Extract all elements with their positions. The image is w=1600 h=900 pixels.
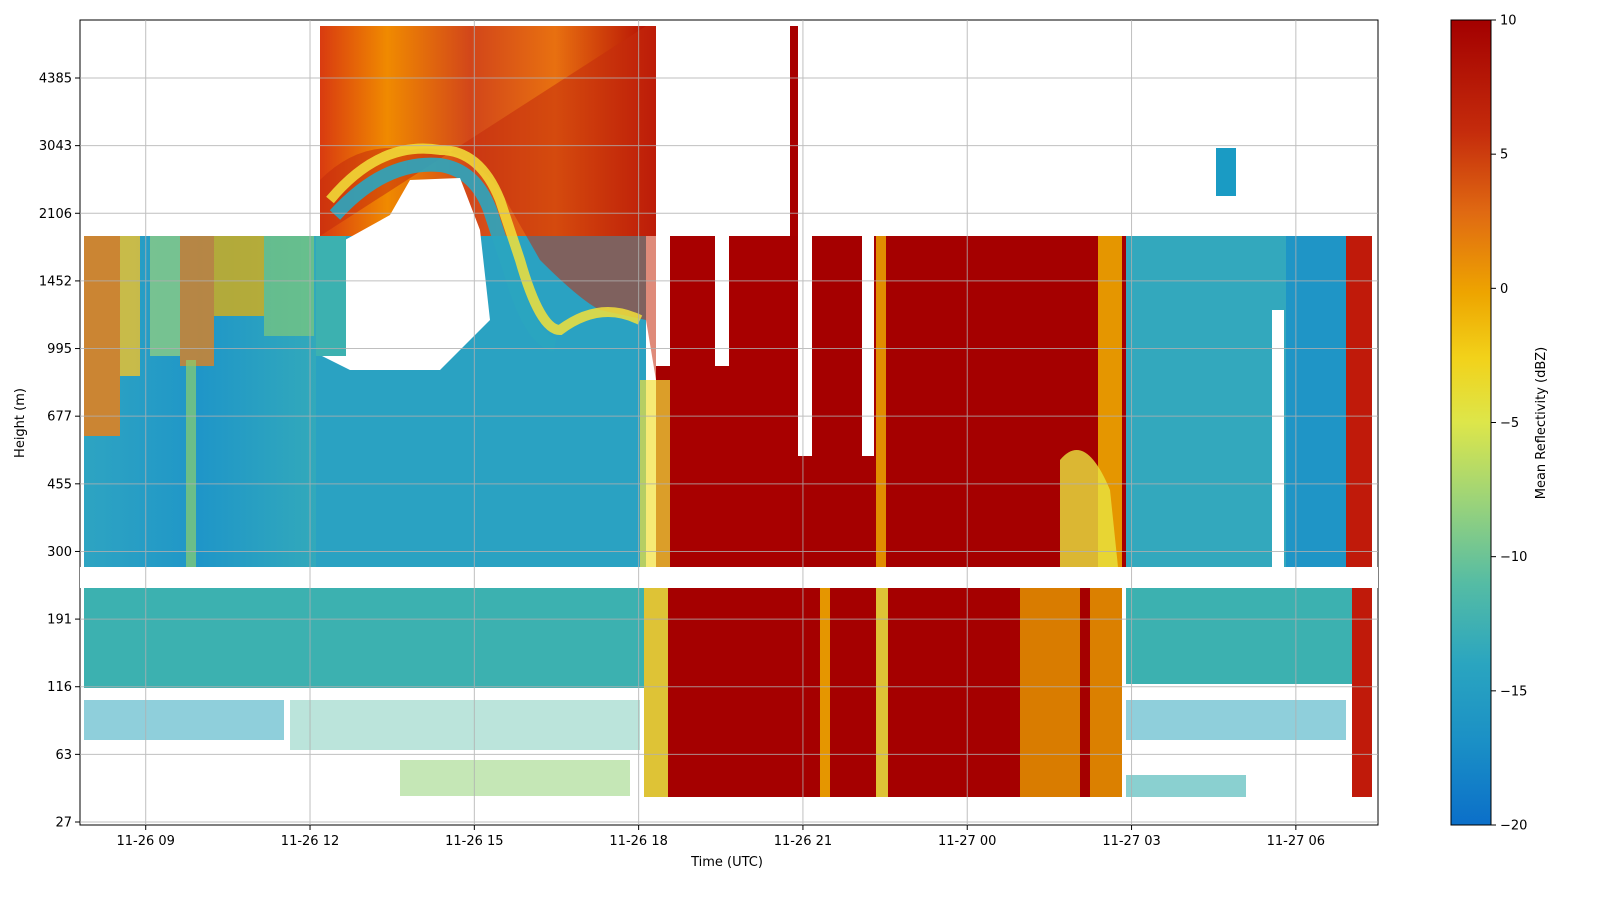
x-tick-label: 11-26 18 xyxy=(609,834,667,849)
x-axis: 11-26 09 11-26 12 11-26 15 11-26 18 11-26 21… xyxy=(116,825,1325,849)
grid-lines xyxy=(80,20,1378,825)
colorbar-label: Mean Reflectivity (dBZ) xyxy=(1534,347,1549,500)
colorbar-tick-label: −20 xyxy=(1500,819,1527,834)
y-tick-label: 1452 xyxy=(39,274,72,289)
x-tick-label: 11-27 03 xyxy=(1102,834,1160,849)
heatmap-layer xyxy=(80,26,1378,797)
colorbar-tick-label: −5 xyxy=(1500,416,1519,431)
colorbar-tick-label: 0 xyxy=(1500,282,1508,297)
x-tick-label: 11-27 06 xyxy=(1267,834,1325,849)
colorbar-ticks: 10 5 0 −5 −10 −15 −20 xyxy=(1491,14,1527,834)
x-tick-label: 11-26 15 xyxy=(445,834,503,849)
x-tick-label: 11-27 00 xyxy=(938,834,996,849)
x-tick-label: 11-26 21 xyxy=(774,834,832,849)
y-tick-label: 455 xyxy=(47,477,72,492)
colorbar-tick-label: 10 xyxy=(1500,14,1517,29)
y-axis: 27 63 116 191 300 455 677 995 1452 2106 3043 4385 xyxy=(39,72,80,831)
colorbar xyxy=(1450,19,1492,826)
colorbar-tick-label: −10 xyxy=(1500,550,1527,565)
colorbar-tick-label: −15 xyxy=(1500,684,1527,699)
y-tick-label: 677 xyxy=(47,410,72,425)
y-tick-label: 2106 xyxy=(39,207,72,222)
y-axis-label: Height (m) xyxy=(13,388,28,458)
x-axis-label: Time (UTC) xyxy=(690,855,763,870)
y-tick-label: 191 xyxy=(47,613,72,628)
y-tick-label: 995 xyxy=(47,342,72,357)
y-tick-label: 3043 xyxy=(39,139,72,154)
y-tick-label: 300 xyxy=(47,545,72,560)
y-tick-label: 63 xyxy=(55,748,72,763)
colorbar-tick-label: 5 xyxy=(1500,148,1508,163)
y-tick-label: 27 xyxy=(55,816,72,831)
y-tick-label: 116 xyxy=(47,680,72,695)
y-tick-label: 4385 xyxy=(39,72,72,87)
x-tick-label: 11-26 09 xyxy=(116,834,174,849)
x-tick-label: 11-26 12 xyxy=(281,834,339,849)
